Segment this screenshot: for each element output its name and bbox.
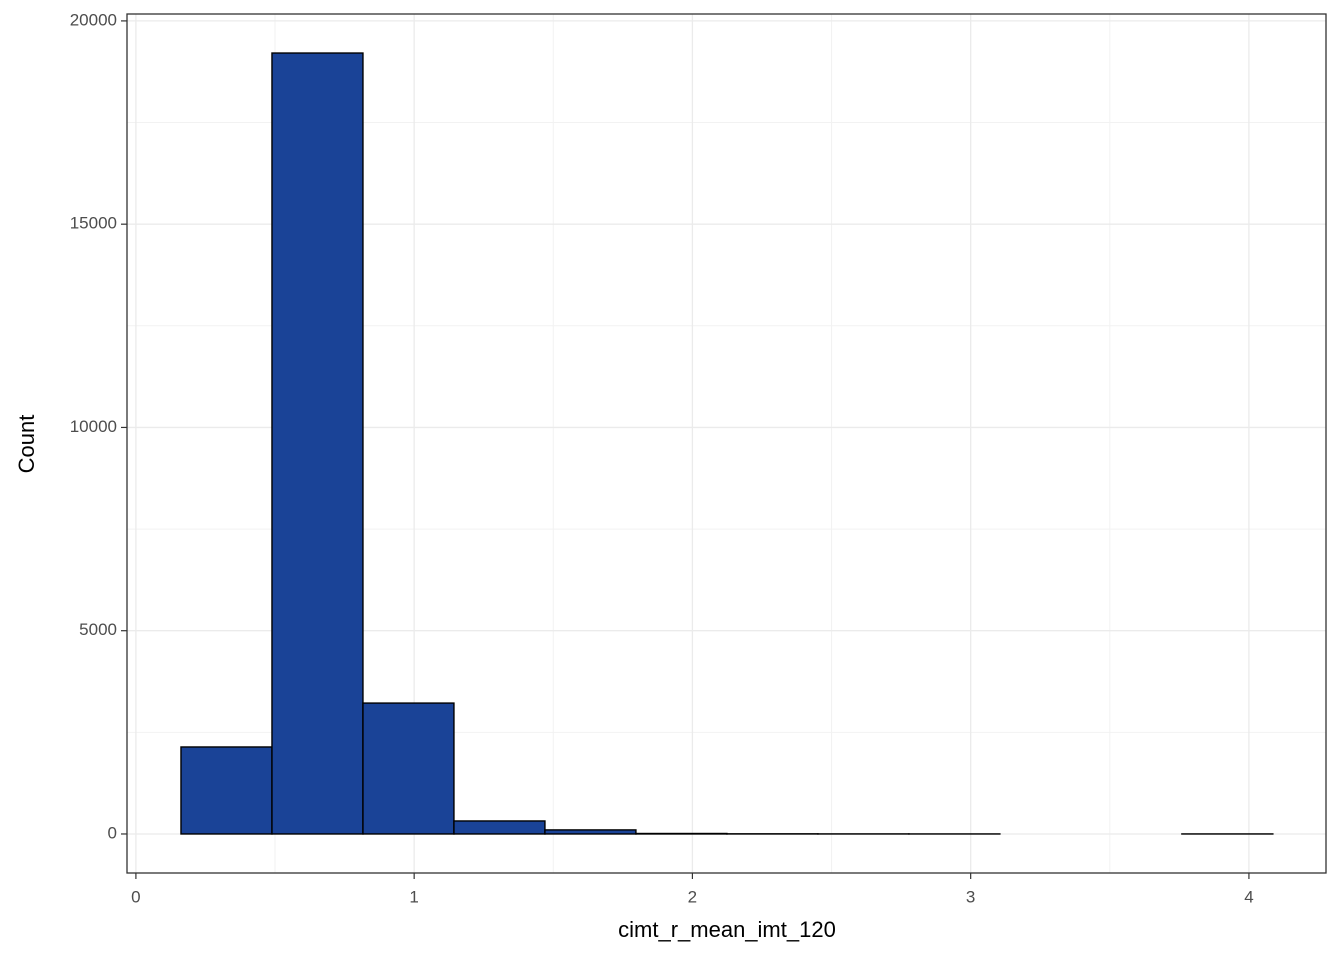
y-tick-label: 0 (108, 823, 117, 842)
y-tick-label: 15000 (70, 214, 117, 233)
x-tick-label: 0 (131, 887, 140, 906)
bar (544, 829, 637, 835)
y-tick-label: 20000 (70, 10, 117, 29)
x-tick-label: 2 (688, 887, 697, 906)
panel-border (126, 13, 1327, 874)
x-tick-label: 3 (966, 887, 975, 906)
bar (271, 52, 364, 835)
y-tick-label: 5000 (79, 620, 117, 639)
x-tick-label: 4 (1244, 887, 1253, 906)
y-tick-label: 10000 (70, 417, 117, 436)
bar (180, 746, 273, 835)
bar (453, 820, 546, 835)
y-axis-title: Count (14, 415, 39, 474)
bar (362, 702, 455, 835)
x-tick-label: 1 (409, 887, 418, 906)
x-axis-title: cimt_r_mean_imt_120 (618, 917, 836, 942)
